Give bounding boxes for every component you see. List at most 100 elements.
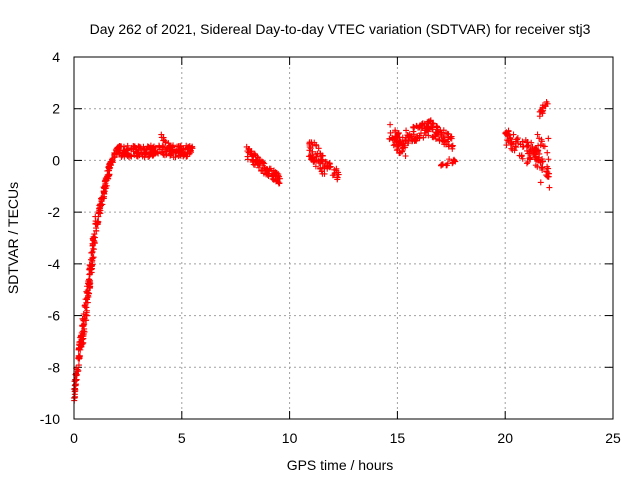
data-point — [420, 134, 427, 141]
data-point — [433, 130, 440, 137]
data-point — [535, 157, 542, 164]
data-point — [524, 139, 531, 146]
data-point — [119, 152, 126, 159]
data-point — [96, 205, 103, 212]
data-point — [516, 152, 523, 159]
data-point — [334, 174, 341, 181]
data-point — [545, 170, 552, 177]
data-point — [509, 146, 516, 153]
data-point — [309, 148, 316, 155]
data-point — [445, 142, 452, 149]
data-point — [502, 131, 509, 138]
data-point — [312, 163, 319, 170]
data-point — [545, 156, 552, 163]
data-point — [508, 139, 515, 146]
data-point — [413, 122, 420, 129]
data-point — [175, 152, 182, 159]
data-point — [319, 170, 326, 177]
data-point — [406, 134, 413, 141]
data-point — [429, 120, 436, 127]
data-point — [545, 135, 552, 142]
data-point — [520, 143, 527, 150]
data-point — [189, 145, 196, 152]
data-point — [525, 142, 532, 149]
data-point — [71, 378, 78, 385]
data-point — [386, 136, 393, 143]
data-point — [130, 143, 137, 150]
data-point — [116, 150, 123, 157]
data-point — [544, 163, 551, 170]
data-point — [136, 152, 143, 159]
data-point — [263, 171, 270, 178]
data-point — [99, 201, 106, 208]
data-point — [396, 134, 403, 141]
data-point — [86, 266, 93, 273]
data-point — [97, 210, 104, 217]
data-point — [441, 141, 448, 148]
data-point — [544, 149, 551, 156]
data-point — [450, 157, 457, 164]
data-point — [147, 150, 154, 157]
data-point — [508, 145, 515, 152]
data-point — [436, 136, 443, 143]
data-point — [266, 165, 273, 172]
data-point — [534, 147, 541, 154]
data-point — [387, 121, 394, 128]
data-point — [447, 134, 454, 141]
data-point — [510, 131, 517, 138]
data-point — [446, 156, 453, 163]
data-point — [85, 293, 92, 300]
data-point — [186, 150, 193, 157]
data-point — [161, 137, 168, 144]
data-point — [423, 123, 430, 130]
y-tick-label: -10 — [40, 411, 60, 427]
data-point — [403, 138, 410, 145]
data-point — [434, 124, 441, 131]
data-point — [80, 311, 87, 318]
data-point — [274, 177, 281, 184]
grid-lines — [74, 57, 613, 419]
data-point — [158, 131, 165, 138]
data-point — [249, 158, 256, 165]
data-point — [438, 133, 445, 140]
data-point — [155, 150, 162, 157]
data-point — [151, 147, 158, 154]
data-point — [537, 179, 544, 186]
data-point — [387, 129, 394, 136]
data-point — [325, 163, 332, 170]
data-point — [142, 149, 149, 156]
x-tick-label: 10 — [282, 430, 298, 446]
data-point — [513, 144, 520, 151]
data-point — [146, 144, 153, 151]
axis-tick-labels: 0 5 10 15 20 25 -10 -8 -6 -4 -2 0 2 4 — [40, 49, 621, 446]
data-point — [167, 150, 174, 157]
data-point — [89, 248, 96, 255]
data-point — [79, 340, 86, 347]
data-point — [505, 138, 512, 145]
data-point — [269, 176, 276, 183]
data-point — [504, 137, 511, 144]
data-point — [270, 171, 277, 178]
data-point — [179, 150, 186, 157]
x-tick-label: 25 — [605, 430, 621, 446]
data-point — [258, 167, 265, 174]
data-point — [429, 133, 436, 140]
data-point — [331, 166, 338, 173]
y-tick-label: 4 — [52, 49, 60, 65]
data-point — [539, 158, 546, 165]
data-point — [532, 162, 539, 169]
data-point — [393, 135, 400, 142]
x-tick-label: 20 — [497, 430, 513, 446]
data-point — [109, 158, 116, 165]
data-point — [540, 143, 547, 150]
data-point — [392, 127, 399, 134]
data-point — [156, 143, 163, 150]
data-point — [437, 127, 444, 134]
y-tick-label: -4 — [48, 256, 61, 272]
data-point — [88, 269, 95, 276]
data-point — [156, 144, 163, 151]
data-point — [448, 135, 455, 142]
data-point — [146, 151, 153, 158]
